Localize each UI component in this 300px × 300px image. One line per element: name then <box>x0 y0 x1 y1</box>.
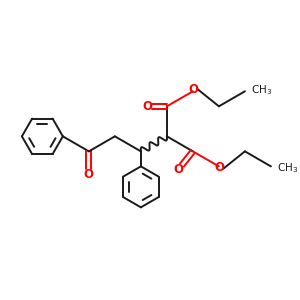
Text: O: O <box>215 161 225 174</box>
Text: CH$_3$: CH$_3$ <box>277 161 298 175</box>
Text: O: O <box>189 83 199 96</box>
Text: O: O <box>174 164 184 176</box>
Text: O: O <box>142 100 152 113</box>
Text: CH$_3$: CH$_3$ <box>251 83 272 97</box>
Text: O: O <box>84 167 94 181</box>
